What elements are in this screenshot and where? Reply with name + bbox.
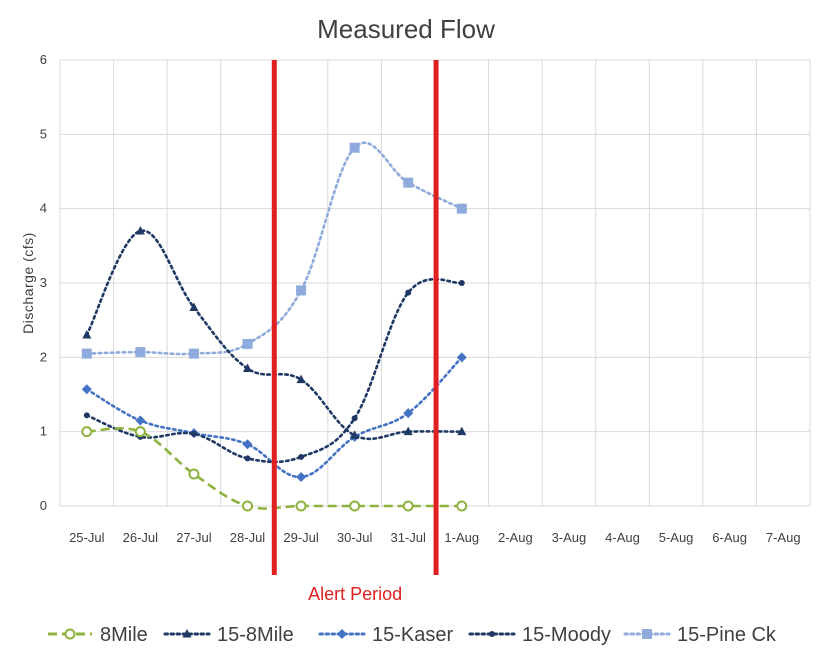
legend-label: 15-Pine Ck <box>677 624 777 646</box>
data-point <box>296 374 306 384</box>
legend-label: 8Mile <box>100 624 148 646</box>
data-point <box>456 500 468 512</box>
x-tick-label: 3-Aug <box>552 530 587 545</box>
data-point <box>190 430 197 437</box>
data-point <box>403 177 414 188</box>
legend-label: 15-Moody <box>522 624 611 646</box>
data-point <box>403 408 414 419</box>
legend-swatch-marker <box>337 629 347 639</box>
y-tick-label: 1 <box>40 424 47 439</box>
x-tick-label: 4-Aug <box>605 530 640 545</box>
legend-item: 15-8Mile <box>163 624 294 646</box>
series-line <box>85 277 464 464</box>
series-8mile <box>81 426 468 512</box>
alert-period-label: Alert Period <box>308 584 402 604</box>
data-point <box>296 285 307 296</box>
x-tick-label: 26-Jul <box>123 530 159 545</box>
data-point <box>298 453 305 460</box>
y-tick-label: 3 <box>40 275 47 290</box>
x-tick-label: 1-Aug <box>444 530 479 545</box>
y-tick-label: 2 <box>40 349 47 364</box>
data-point <box>295 500 307 512</box>
x-tick-label: 28-Jul <box>230 530 266 545</box>
data-point <box>456 203 467 214</box>
legend-item: 8Mile <box>48 624 148 646</box>
y-axis-label: Discharge (cfs) <box>20 232 36 334</box>
data-point <box>188 468 200 480</box>
data-point <box>349 500 361 512</box>
y-tick-label: 0 <box>40 498 47 513</box>
legend-swatch-marker <box>182 629 192 638</box>
series-line <box>86 427 462 510</box>
data-point <box>134 426 146 438</box>
series-layer <box>81 141 468 512</box>
y-tick-label: 4 <box>40 201 47 216</box>
x-tick-label: 30-Jul <box>337 530 373 545</box>
data-point <box>242 338 253 349</box>
x-tick-label: 31-Jul <box>391 530 427 545</box>
data-point <box>135 347 146 358</box>
data-point <box>81 384 92 395</box>
series-15-moody <box>83 277 465 464</box>
x-tick-label: 29-Jul <box>283 530 319 545</box>
y-axis-ticks: 0 1 2 3 4 5 6 <box>40 52 47 513</box>
x-tick-label: 2-Aug <box>498 530 533 545</box>
data-point <box>242 500 253 512</box>
series-line <box>85 141 464 356</box>
x-tick-label: 6-Aug <box>712 530 747 545</box>
data-point <box>81 426 93 438</box>
data-point <box>81 348 92 359</box>
data-point <box>405 289 412 296</box>
data-point <box>189 302 199 312</box>
x-tick-label: 25-Jul <box>69 530 105 545</box>
data-point <box>456 352 467 363</box>
x-tick-label: 7-Aug <box>766 530 801 545</box>
data-point <box>296 472 307 483</box>
data-point <box>403 426 413 436</box>
data-point <box>244 455 251 462</box>
alert-period-markers <box>271 60 439 575</box>
data-point <box>82 330 92 339</box>
data-point <box>349 142 360 153</box>
y-tick-label: 5 <box>40 126 47 141</box>
series-15-8mile <box>82 225 467 441</box>
series-15-kaser <box>81 352 467 483</box>
legend-swatch-marker <box>642 629 652 639</box>
legend-item: 15-Pine Ck <box>623 624 777 646</box>
legend-item: 15-Moody <box>468 624 611 646</box>
data-point <box>242 439 253 450</box>
legend: 8Mile 15-8Mile 15-Kaser 15-Moody 15-Pine Ck <box>48 624 777 646</box>
legend-swatch-marker <box>489 631 495 637</box>
series-15-pine-ck <box>81 141 467 359</box>
data-point <box>243 363 252 372</box>
series-line <box>85 229 464 441</box>
y-tick-label: 6 <box>40 52 47 67</box>
legend-item: 15-Kaser <box>318 624 453 646</box>
chart-title: Measured Flow <box>317 14 495 44</box>
legend-swatch-marker <box>64 628 76 640</box>
legend-label: 15-8Mile <box>217 624 294 646</box>
data-point <box>188 348 199 359</box>
data-point <box>351 415 358 422</box>
x-tick-label: 5-Aug <box>659 530 694 545</box>
data-point <box>83 412 90 419</box>
x-axis-ticks: 25-Jul 26-Jul 27-Jul 28-Jul 29-Jul 30-Jul 31-J… <box>69 530 800 545</box>
x-tick-label: 27-Jul <box>176 530 212 545</box>
data-point <box>457 426 467 436</box>
data-point <box>135 225 145 235</box>
data-point <box>350 430 360 439</box>
legend-label: 15-Kaser <box>372 624 453 646</box>
data-point <box>458 280 465 286</box>
data-point <box>135 415 146 426</box>
data-point <box>402 500 414 512</box>
